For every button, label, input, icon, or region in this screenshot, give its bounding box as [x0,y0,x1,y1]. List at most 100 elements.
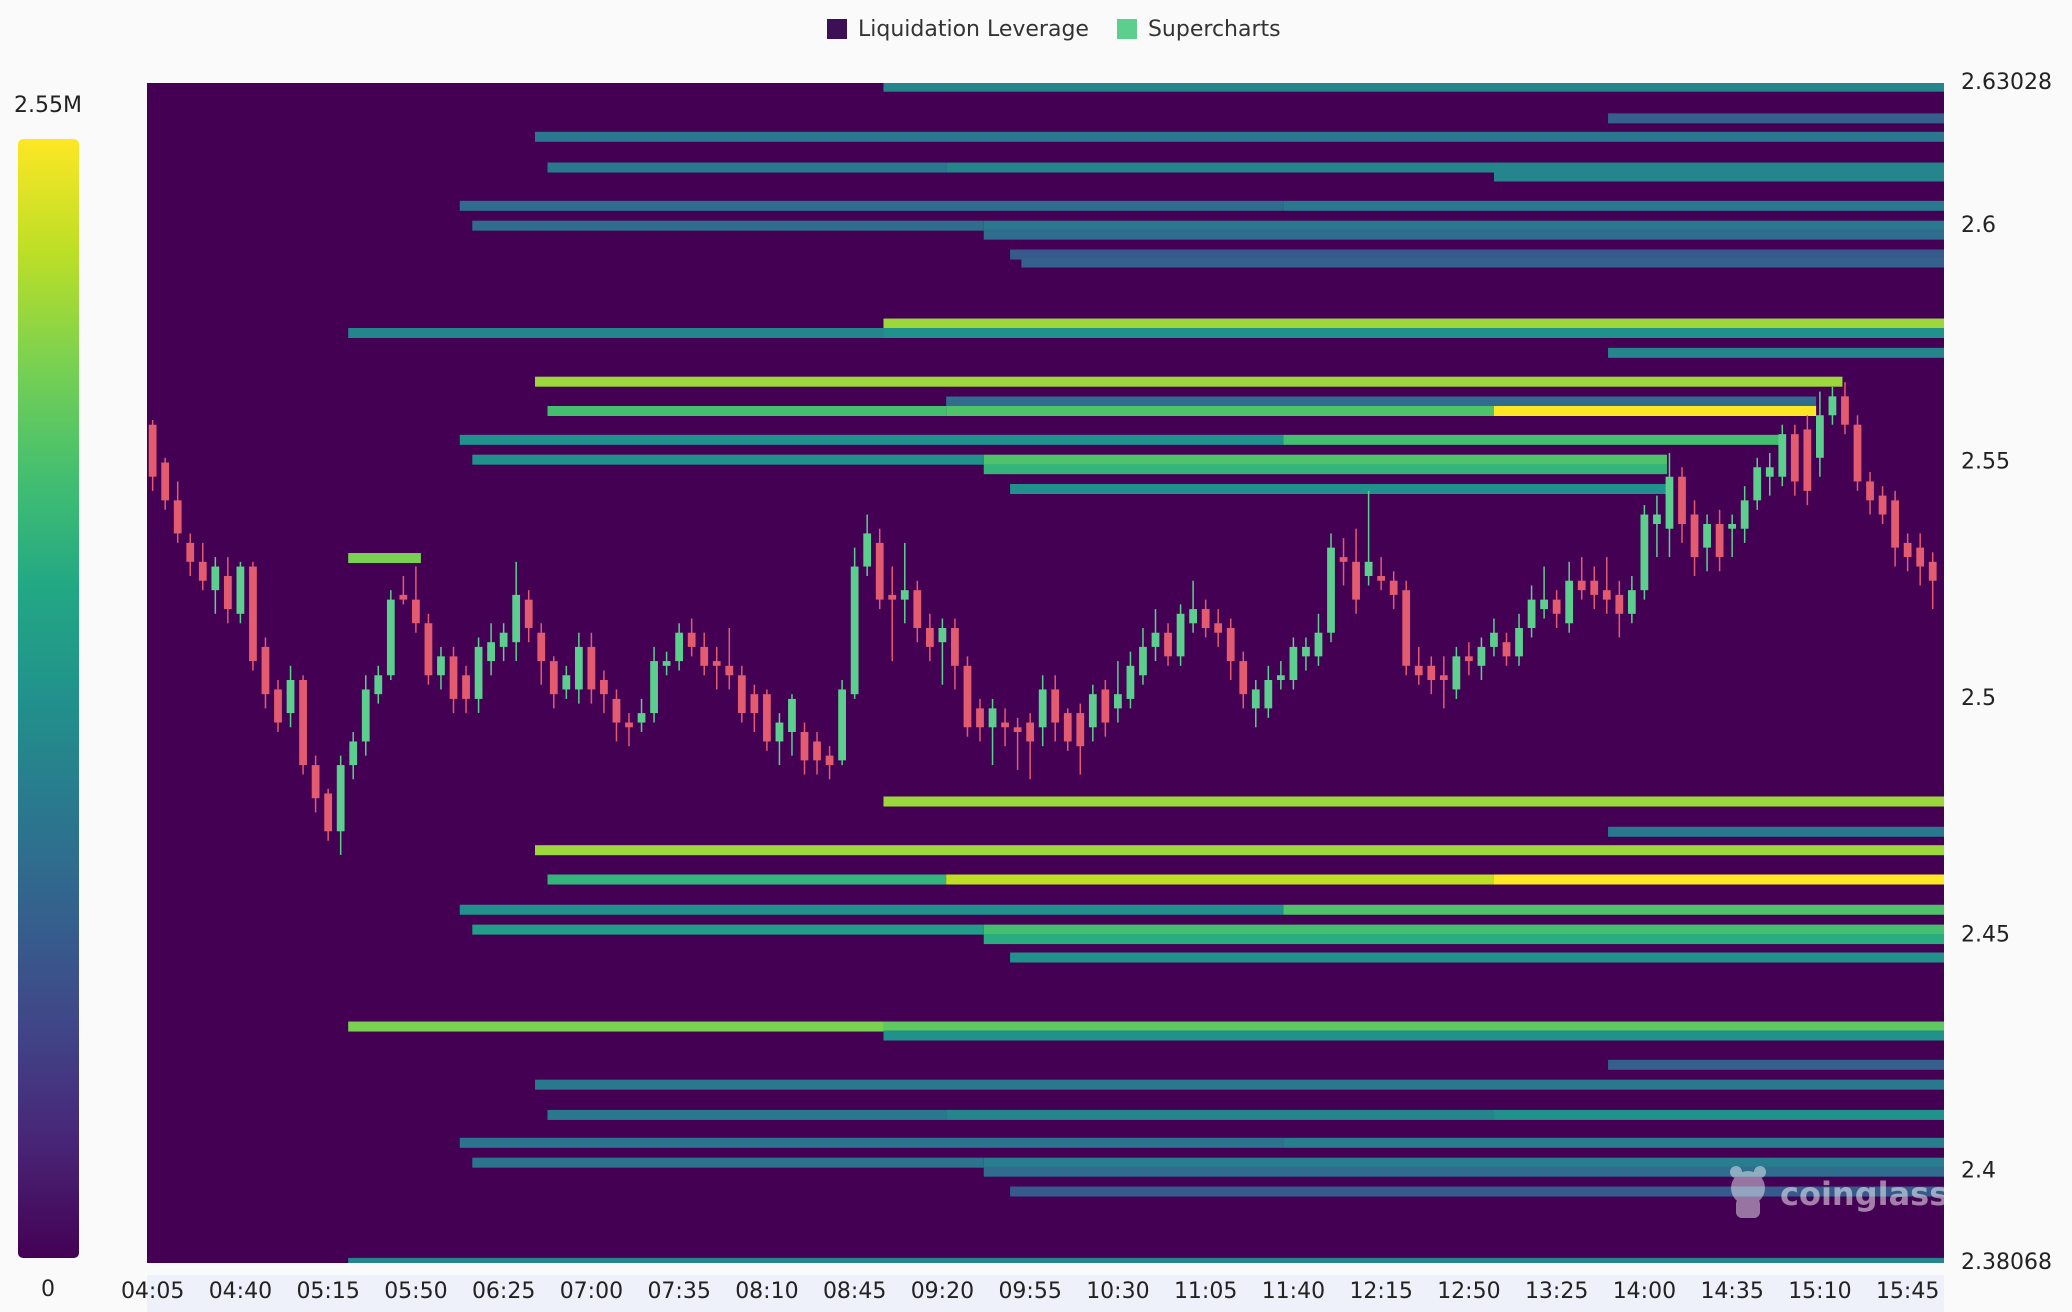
liquidation-band [348,1257,1944,1263]
liquidation-band [1283,904,1944,915]
candle-body [863,533,872,567]
candle-body [462,675,470,699]
x-tick-label: 09:20 [911,1279,974,1304]
candle-body [1214,623,1223,633]
liquidation-band [1608,347,1944,358]
x-tick-label: 14:00 [1613,1279,1676,1304]
candle-body [1352,561,1360,600]
x-tick-label: 13:25 [1525,1279,1588,1304]
liquidation-band [946,1109,1494,1120]
candle-body [687,632,696,647]
liquidation-band [1493,1109,1944,1120]
candle-body [1189,609,1197,624]
liquidation-band [459,200,1284,211]
liquidation-band [472,454,984,465]
liquidation-band [472,220,984,231]
candle-body [1239,661,1248,695]
candle-body [236,566,245,614]
candle-body [474,646,483,699]
liquidation-band [946,874,1494,885]
candle-body [524,599,533,628]
liquidation-band [1283,434,1782,445]
colorbar-tick-label: 0 [41,1277,55,1302]
x-tick-label: 05:50 [384,1279,447,1304]
liquidation-band [1283,1137,1944,1148]
candle-body [600,679,608,695]
candle-body [1151,632,1160,647]
candle-body [1051,689,1060,723]
candle-body [537,632,546,662]
liquidation-band [534,376,1843,387]
candle-body [261,646,270,695]
candle-body [449,656,458,699]
candle-body [1176,613,1185,657]
x-tick-label: 04:05 [121,1279,184,1304]
y-tick-label: 2.6 [1961,213,1996,238]
candle-body [549,661,558,695]
candle-body [1515,627,1523,657]
candle-body [562,675,571,690]
x-tick-label: 08:45 [823,1279,886,1304]
candle-body [913,590,922,628]
liquidation-band [983,464,1667,475]
candle-body [700,646,709,666]
candle-body [1364,561,1373,576]
candle-body [1490,632,1498,647]
candle-body [487,642,495,662]
candle-body [1590,580,1599,595]
candle-body [1251,689,1260,709]
candle-body [1226,627,1235,662]
legend-label: Supercharts [1148,17,1281,42]
liquidation-band [459,1137,1284,1148]
candle-body [1715,523,1724,558]
x-tick-label: 15:10 [1788,1279,1851,1304]
candle-body [286,679,295,714]
candle-body [813,741,821,761]
legend-swatch [1116,19,1137,39]
liquidation-band [1608,1059,1944,1070]
candle-body [1778,434,1787,477]
candle-body [437,656,445,676]
x-tick-label: 11:40 [1262,1279,1325,1304]
candle-body [1452,656,1461,690]
candle-body [712,661,721,666]
x-tick-label: 05:15 [296,1279,359,1304]
candle-body [1627,590,1636,614]
x-tick-label: 11:05 [1174,1279,1237,1304]
candle-body [198,561,207,581]
liquidation-band [1010,484,1667,495]
candle-body [412,599,420,624]
candle-body [587,646,596,690]
candle-body [1164,632,1172,657]
liquidation-band [534,131,1944,142]
candle-body [1552,599,1561,614]
candle-body [1076,713,1085,747]
liquidation-band [1493,874,1944,885]
candle-body [1339,557,1348,562]
liquidation-band [883,796,1944,807]
candle-body [1891,500,1899,548]
candle-body [1928,561,1937,581]
candle-body [1465,656,1473,662]
candle-body [900,590,909,600]
liquidation-band [983,924,1944,935]
liquidation-band [946,396,1817,407]
legend: Liquidation Leverage Supercharts [827,17,1281,42]
x-tick-label: 09:55 [998,1279,1061,1304]
liquidation-band [547,405,947,416]
candle-body [336,765,345,832]
candle-body [374,675,383,695]
candle-body [161,462,170,501]
candle-body [625,722,633,728]
y-tick-label: 2.38068 [1961,1250,2052,1275]
x-tick-label: 07:00 [560,1279,623,1304]
candle-body [1302,646,1310,657]
candle-body [1828,396,1837,416]
candle-body [311,765,320,799]
candle-body [173,500,182,534]
watermark: coinglass [1780,1175,1948,1213]
liquidation-band [983,454,1667,465]
liquidation-band [472,1157,984,1168]
liquidation-band [348,327,884,338]
candle-body [1139,646,1147,676]
